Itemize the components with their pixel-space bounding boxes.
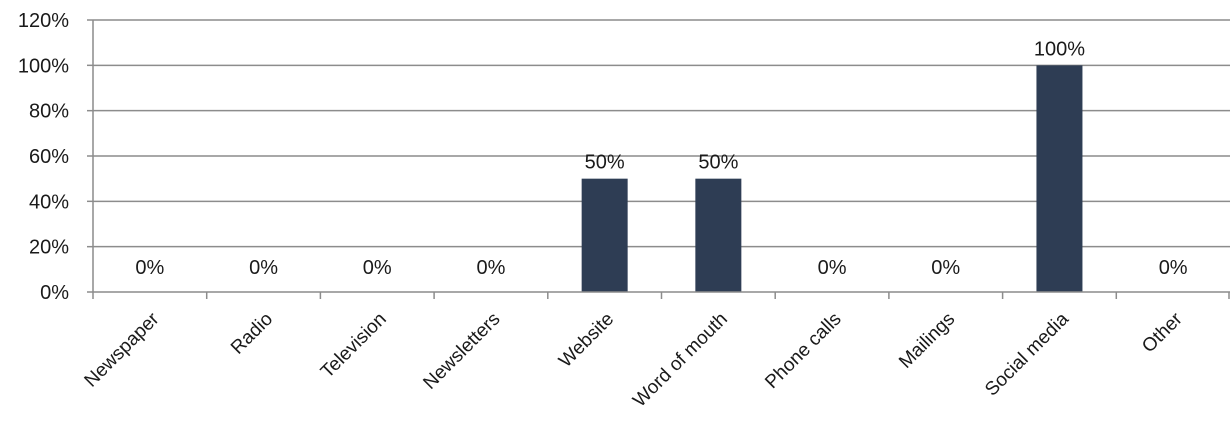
axes [87,19,1230,299]
x-tick-label: Mailings [895,309,959,373]
data-label: 50% [698,152,738,174]
y-tick-label: 100% [18,55,69,77]
x-tick-label: Television [317,309,391,383]
data-label: 0% [818,257,847,279]
x-tick-labels: Newspaper Radio Television Newsletters Websi… [81,308,1188,411]
x-tick-label: Social media [981,308,1073,400]
data-label: 50% [585,152,625,174]
x-tick-label: Word of mouth [629,309,732,412]
x-tick-label: Phone calls [761,309,845,393]
data-labels: 0% 0% 0% 0% 50% 50% 0% 0% 100% 0% [135,38,1187,279]
bar-word-of-mouth [695,178,742,292]
x-tick-label: Newspaper [81,308,164,391]
y-tick-label: 0% [40,282,69,304]
y-tick-labels: 0% 20% 40% 60% 80% 100% 120% [18,10,69,304]
bar-social-media [1036,65,1083,292]
x-tick-label: Radio [227,309,277,359]
data-label: 0% [135,257,164,279]
data-label: 100% [1034,38,1085,60]
y-tick-label: 60% [29,146,69,168]
y-tick-label: 80% [29,101,69,123]
bar-website [581,178,628,292]
bars [581,65,1083,292]
x-tick-label: Website [555,309,618,372]
data-label: 0% [249,257,278,279]
data-label: 0% [931,257,960,279]
y-tick-label: 120% [18,10,69,32]
y-tick-label: 20% [29,237,69,259]
x-tick-label: Newsletters [419,309,504,394]
data-label: 0% [476,257,505,279]
data-label: 0% [1159,257,1188,279]
x-tick-label: Other [1138,308,1187,357]
y-tick-label: 40% [29,191,69,213]
data-label: 0% [363,257,392,279]
